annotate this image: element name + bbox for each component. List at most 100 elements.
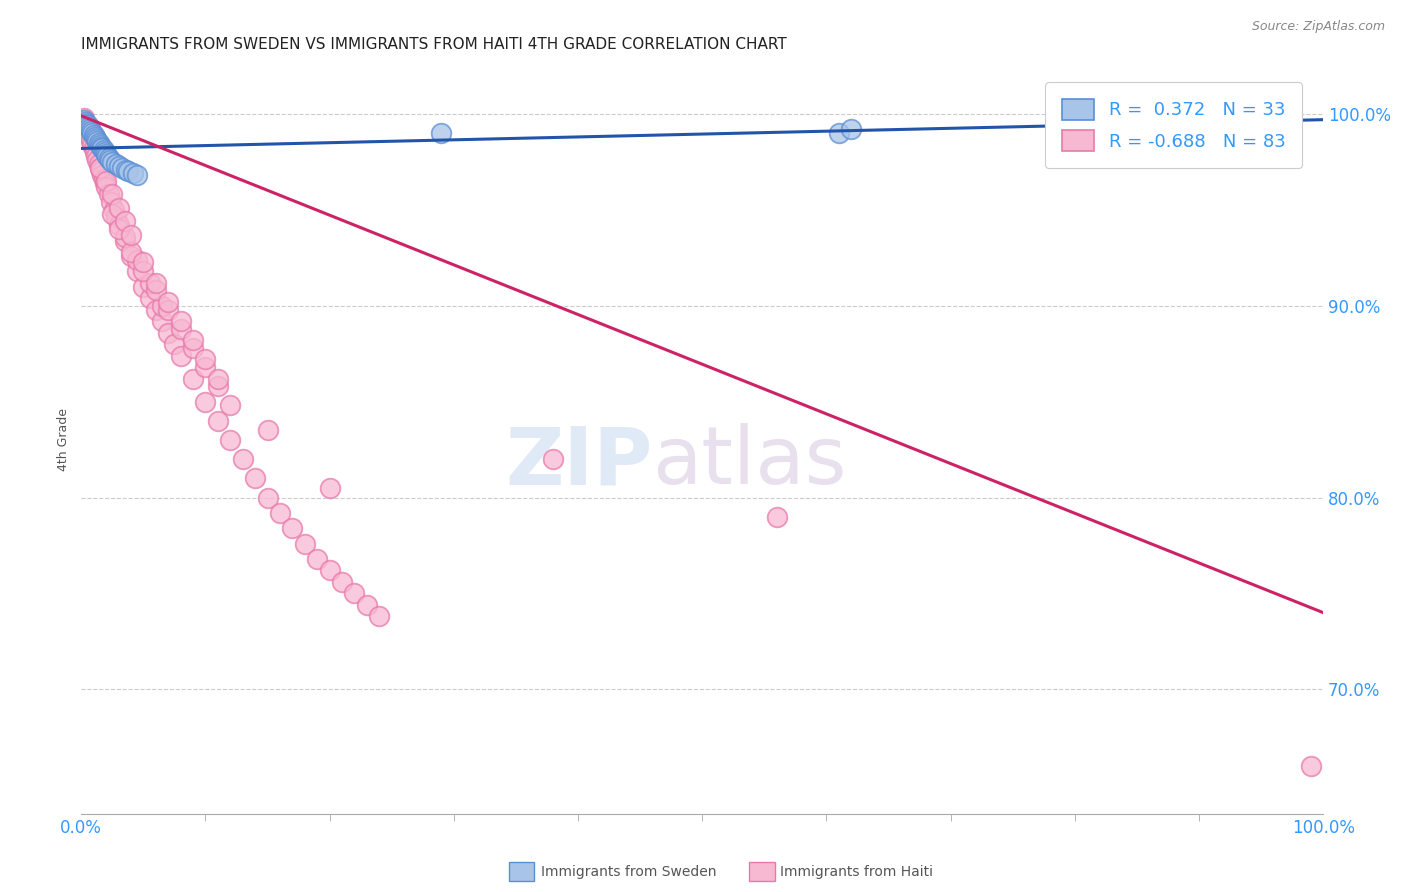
Point [105, 211, 128, 225]
Point [181, 341, 204, 355]
Point [77, 120, 100, 135]
Point [100, 195, 122, 210]
Point [84, 130, 107, 145]
Point [541, 452, 564, 467]
Point [256, 424, 278, 438]
Point [101, 154, 124, 169]
Point [89, 137, 111, 152]
Point [150, 299, 173, 313]
Point [145, 302, 167, 317]
Text: Immigrants from Sweden: Immigrants from Sweden [541, 865, 717, 880]
Point [219, 433, 242, 447]
Point [84, 149, 107, 163]
Point [122, 166, 145, 180]
Point [90, 139, 112, 153]
Point [94, 147, 117, 161]
Point [765, 509, 787, 524]
Point [86, 134, 108, 148]
Point [120, 227, 142, 242]
Point [356, 598, 378, 612]
Point [430, 126, 453, 140]
Point [243, 471, 266, 485]
Point [84, 132, 107, 146]
Point [145, 276, 167, 290]
Point [117, 164, 139, 178]
Point [101, 187, 124, 202]
Point [79, 122, 101, 136]
Point [83, 128, 105, 142]
Point [269, 506, 291, 520]
Point [343, 586, 366, 600]
Point [157, 294, 180, 309]
Point [127, 169, 149, 183]
Point [330, 574, 353, 589]
Point [105, 157, 128, 171]
Point [91, 169, 114, 183]
Point [232, 452, 254, 467]
Point [132, 264, 155, 278]
Point [93, 172, 115, 186]
Point [839, 122, 862, 136]
Point [73, 111, 96, 125]
Point [97, 151, 120, 165]
Text: ZIP: ZIP [505, 424, 652, 501]
Point [127, 264, 149, 278]
Point [294, 536, 316, 550]
Point [181, 333, 204, 347]
Point [219, 399, 242, 413]
Point [107, 201, 129, 215]
Point [82, 126, 104, 140]
Point [111, 161, 134, 175]
Point [132, 254, 155, 268]
Point [87, 136, 110, 150]
Point [77, 126, 100, 140]
Point [75, 119, 97, 133]
Point [169, 314, 191, 328]
Point [163, 337, 186, 351]
Point [79, 130, 101, 145]
Point [256, 491, 278, 505]
Point [114, 229, 136, 244]
Point [114, 234, 136, 248]
Point [1299, 759, 1322, 773]
Point [103, 202, 125, 217]
Point [307, 552, 329, 566]
Point [107, 218, 129, 232]
Point [94, 145, 117, 160]
Point [75, 116, 97, 130]
Point [207, 414, 229, 428]
Text: Immigrants from Haiti: Immigrants from Haiti [780, 865, 934, 880]
Point [281, 521, 304, 535]
Point [207, 371, 229, 385]
Point [318, 563, 340, 577]
Point [96, 149, 118, 163]
Point [86, 153, 108, 167]
Point [83, 141, 105, 155]
Point [76, 122, 98, 136]
Point [127, 252, 149, 267]
Point [84, 145, 107, 160]
Point [157, 302, 180, 317]
Point [828, 126, 851, 140]
Point [89, 161, 111, 175]
Point [89, 161, 111, 175]
Legend: R =  0.372   N = 33, R = -0.688   N = 83: R = 0.372 N = 33, R = -0.688 N = 83 [1046, 82, 1302, 168]
Point [94, 176, 117, 190]
Point [93, 144, 115, 158]
Point [82, 137, 104, 152]
Point [94, 174, 117, 188]
Point [169, 322, 191, 336]
Point [368, 609, 391, 624]
Point [194, 394, 217, 409]
Point [73, 114, 96, 128]
Point [132, 279, 155, 293]
Point [87, 157, 110, 171]
Y-axis label: 4th Grade: 4th Grade [58, 409, 70, 472]
Point [150, 314, 173, 328]
Point [80, 124, 103, 138]
Point [115, 162, 138, 177]
Point [145, 284, 167, 298]
Point [207, 379, 229, 393]
Point [157, 326, 180, 340]
Point [73, 112, 96, 127]
